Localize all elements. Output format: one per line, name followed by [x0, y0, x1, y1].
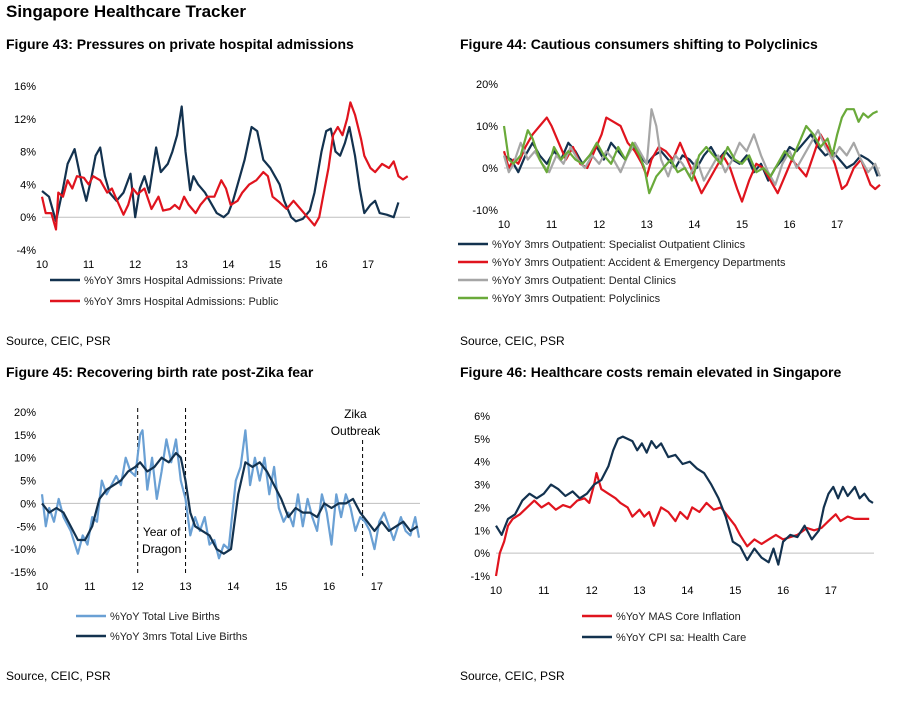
y-tick-label: 0% — [20, 212, 36, 224]
y-tick-label: -15% — [10, 567, 36, 579]
x-tick-label: 15 — [269, 259, 281, 271]
y-tick-label: -4% — [16, 245, 36, 257]
y-tick-label: 16% — [14, 81, 36, 93]
x-tick-label: 11 — [546, 219, 557, 231]
y-tick-label: 4% — [474, 457, 490, 469]
y-tick-label: 20% — [476, 79, 498, 91]
legend-label: %YoY 3mrs Total Live Births — [110, 631, 248, 643]
series-line-2 — [502, 116, 881, 203]
x-tick-label: 14 — [681, 585, 693, 597]
series-line-2 — [40, 101, 409, 231]
x-tick-label: 10 — [490, 585, 502, 597]
x-tick-label: 17 — [825, 585, 837, 597]
y-tick-label: 1% — [474, 525, 490, 537]
legend-label: %YoY MAS Core Inflation — [616, 611, 741, 623]
x-tick-label: 12 — [129, 259, 141, 271]
x-tick-label: 14 — [222, 259, 234, 271]
page-title: Singapore Healthcare Tracker — [6, 2, 247, 21]
figure-source: Source, CEIC, PSR — [6, 669, 111, 683]
figure-source: Source, CEIC, PSR — [460, 334, 565, 348]
figure-source: Source, CEIC, PSR — [6, 334, 111, 348]
x-tick-label: 15 — [729, 585, 741, 597]
x-tick-label: 16 — [323, 581, 335, 593]
chart-figure-44: -10% 0% 10% 20% 10 11 12 13 14 15 16 17 %YoY 3mrs Ou… — [458, 79, 882, 305]
series-line-1 — [494, 472, 870, 577]
y-tick-label: 5% — [20, 476, 36, 488]
panel-figure-44: Figure 44: Cautious consumers shifting t… — [458, 36, 906, 376]
chart-figure-45: -15% -10% -5% 0% 5% 10% 15% 20% 10 11 12 13 14 15 16 17… — [10, 407, 421, 643]
series-line-1 — [40, 429, 421, 560]
y-tick-label: 20% — [14, 407, 36, 419]
series-line-1 — [41, 105, 400, 223]
panel-figure-46: Figure 46: Healthcare costs remain eleva… — [460, 364, 906, 704]
y-tick-label: 3% — [474, 480, 490, 492]
y-tick-label: -10% — [10, 544, 36, 556]
legend-label: %YoY 3mrs Hospital Admissions: Private — [84, 275, 283, 287]
x-tick-label: 16 — [777, 585, 789, 597]
y-tick-label: 5% — [474, 434, 490, 446]
figure-source: Source, CEIC, PSR — [460, 669, 565, 683]
series-line-1 — [503, 133, 879, 182]
y-tick-label: 12% — [14, 114, 36, 126]
chart-figure-46: -1% 0% 1% 2% 3% 4% 5% 6% 10 11 12 13 14 15 16 17 %YoY MA… — [470, 411, 874, 644]
y-tick-label: 15% — [14, 430, 36, 442]
annotation-zika-outbreak: Zika Outbreak — [331, 407, 381, 438]
x-tick-label: 13 — [641, 219, 653, 231]
x-tick-label: 17 — [371, 581, 383, 593]
panel-figure-43: Figure 43: Pressures on private hospital… — [6, 36, 452, 376]
y-tick-label: 0% — [482, 163, 498, 175]
x-tick-label: 14 — [688, 219, 700, 231]
y-tick-label: -10% — [472, 205, 498, 217]
y-tick-label: 6% — [474, 411, 490, 423]
x-tick-label: 15 — [275, 581, 287, 593]
x-tick-label: 12 — [593, 219, 605, 231]
x-tick-label: 10 — [36, 581, 48, 593]
y-tick-label: 10% — [14, 453, 36, 465]
annotation-year-of-dragon: Year of Dragon — [142, 525, 181, 556]
legend-label: %YoY Total Live Births — [110, 611, 220, 623]
figure-title: Figure 43: Pressures on private hospital… — [6, 36, 354, 52]
x-tick-label: 15 — [736, 219, 748, 231]
x-tick-label: 12 — [132, 581, 144, 593]
series-line-4 — [502, 108, 879, 195]
y-tick-label: 2% — [474, 502, 490, 514]
x-tick-label: 10 — [498, 219, 510, 231]
x-tick-label: 10 — [36, 259, 48, 271]
x-tick-label: 11 — [538, 585, 549, 597]
x-tick-label: 13 — [633, 585, 645, 597]
legend-label: %YoY 3mrs Outpatient: Specialist Outpati… — [492, 239, 746, 251]
x-tick-label: 16 — [315, 259, 327, 271]
x-tick-label: 11 — [84, 581, 95, 593]
figure-title: Figure 44: Cautious consumers shifting t… — [460, 36, 818, 52]
series-line-2 — [41, 452, 419, 555]
figure-title: Figure 45: Recovering birth rate post-Zi… — [6, 364, 314, 380]
y-tick-label: -1% — [470, 571, 490, 583]
y-tick-label: 4% — [20, 179, 36, 191]
y-tick-label: 0% — [474, 548, 490, 560]
x-tick-label: 13 — [179, 581, 191, 593]
legend-label: %YoY 3mrs Outpatient: Polyclinics — [492, 293, 661, 305]
panel-figure-45: Figure 45: Recovering birth rate post-Zi… — [6, 364, 452, 704]
x-tick-label: 12 — [586, 585, 598, 597]
legend-label: %YoY CPI sa: Health Care — [616, 632, 746, 644]
y-tick-label: 10% — [476, 121, 498, 133]
x-tick-label: 11 — [83, 259, 94, 271]
chart-figure-43: -4% 0% 4% 8% 12% 16% 10 11 12 13 14 15 16 17 %YoY 3mrs… — [14, 81, 410, 308]
legend-label: %YoY 3mrs Outpatient: Dental Clinics — [492, 275, 677, 287]
x-tick-label: 17 — [362, 259, 374, 271]
series-line-2 — [495, 435, 874, 566]
y-tick-label: 0% — [20, 498, 36, 510]
figure-title: Figure 46: Healthcare costs remain eleva… — [460, 364, 842, 380]
x-tick-label: 16 — [783, 219, 795, 231]
legend-label: %YoY 3mrs Outpatient: Accident & Emergen… — [492, 257, 786, 269]
x-tick-label: 17 — [831, 219, 843, 231]
legend-label: %YoY 3mrs Hospital Admissions: Public — [84, 296, 279, 308]
y-tick-label: 8% — [20, 147, 36, 159]
y-tick-label: -5% — [16, 521, 36, 533]
x-tick-label: 14 — [227, 581, 239, 593]
x-tick-label: 13 — [176, 259, 188, 271]
